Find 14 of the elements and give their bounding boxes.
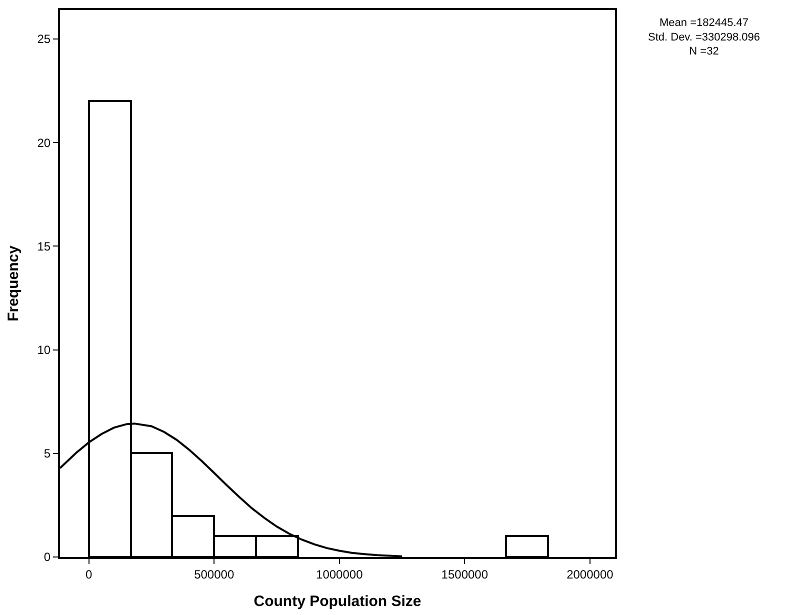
x-tick-label: 500000 — [194, 567, 234, 582]
x-tick-label: 1000000 — [316, 567, 364, 582]
x-axis-title: County Population Size — [254, 592, 422, 610]
y-tick-label: 5 — [44, 446, 51, 461]
y-tick-label: 20 — [37, 136, 51, 150]
y-tick-label: 0 — [44, 550, 51, 564]
text: Mean =182445.47 Std. Dev. =330298.096 N =32 — [648, 17, 760, 58]
y-tick-label: 15 — [37, 239, 51, 254]
y-axis-title: Frequency — [4, 244, 22, 322]
y-tick-label: 25 — [37, 32, 51, 46]
x-tick-label: 1500000 — [441, 567, 488, 582]
y-tick-label: 10 — [37, 343, 51, 357]
x-tick-label: 0 — [85, 567, 92, 582]
x-tick-label: 2000000 — [566, 567, 614, 582]
